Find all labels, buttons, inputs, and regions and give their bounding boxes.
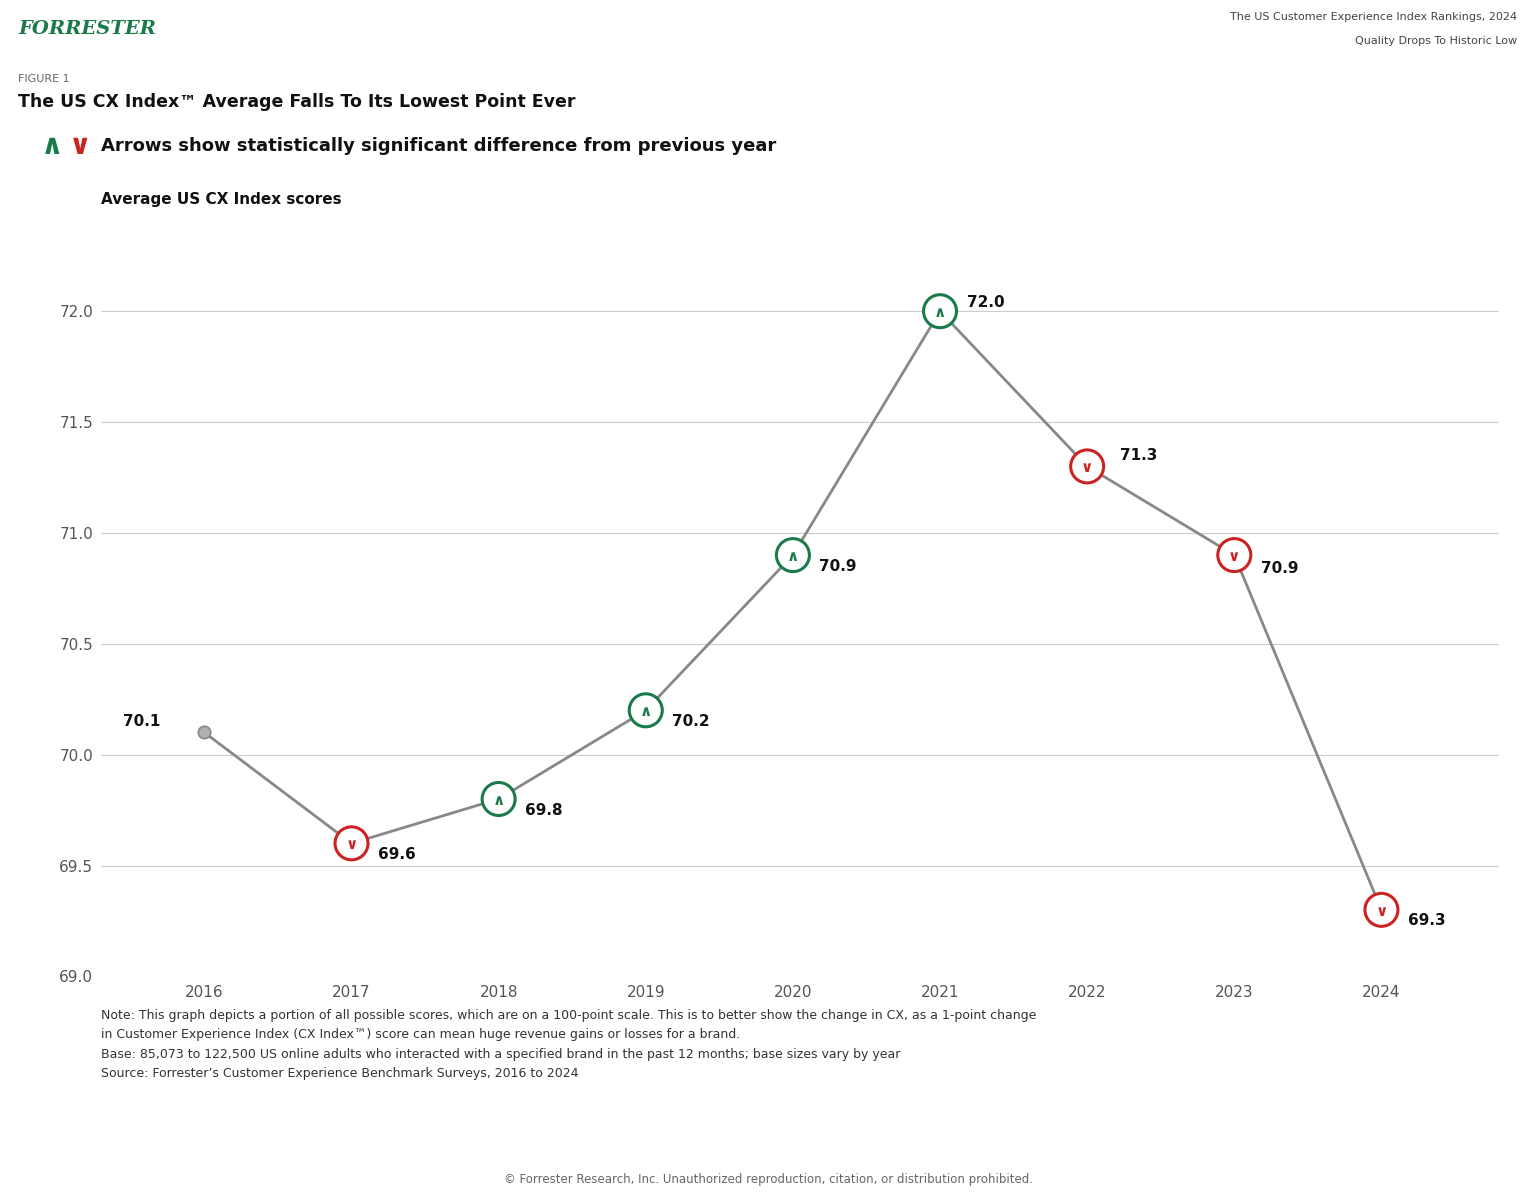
Text: 71.3: 71.3	[1120, 448, 1157, 462]
Ellipse shape	[923, 295, 957, 328]
Point	[928, 302, 952, 321]
Point	[633, 701, 657, 720]
Text: ∧: ∧	[41, 132, 63, 161]
Text: ∨: ∨	[346, 837, 358, 852]
Text: 70.9: 70.9	[1261, 561, 1298, 576]
Text: Note: This graph depicts a portion of all possible scores, which are on a 100-po: Note: This graph depicts a portion of al…	[101, 1009, 1037, 1081]
Ellipse shape	[1366, 894, 1398, 926]
Text: ∧: ∧	[786, 549, 799, 564]
Text: ∨: ∨	[1081, 460, 1094, 476]
Ellipse shape	[776, 539, 809, 571]
Text: © Forrester Research, Inc. Unauthorized reproduction, citation, or distribution : © Forrester Research, Inc. Unauthorized …	[504, 1173, 1032, 1186]
Ellipse shape	[335, 827, 369, 860]
Ellipse shape	[1071, 450, 1104, 483]
Text: 69.8: 69.8	[525, 803, 562, 817]
Text: The US CX Index™ Average Falls To Its Lowest Point Ever: The US CX Index™ Average Falls To Its Lo…	[18, 93, 576, 111]
Point	[1369, 900, 1393, 919]
Point	[192, 722, 217, 742]
Text: ∧: ∧	[639, 704, 651, 719]
Text: Quality Drops To Historic Low: Quality Drops To Historic Low	[1355, 36, 1518, 47]
Text: 70.1: 70.1	[123, 714, 160, 728]
Text: 69.3: 69.3	[1409, 913, 1445, 928]
Text: The US Customer Experience Index Rankings, 2024: The US Customer Experience Index Ranking…	[1230, 12, 1518, 23]
Text: ∨: ∨	[1375, 903, 1387, 919]
Text: Arrows show statistically significant difference from previous year: Arrows show statistically significant di…	[101, 137, 777, 156]
Text: FORRESTER: FORRESTER	[18, 19, 157, 38]
Ellipse shape	[482, 782, 515, 816]
Ellipse shape	[1218, 539, 1250, 571]
Text: ∨: ∨	[1229, 549, 1241, 564]
Text: FIGURE 1: FIGURE 1	[18, 74, 71, 84]
Text: 69.6: 69.6	[378, 847, 416, 861]
Text: ∨: ∨	[69, 132, 91, 161]
Text: 70.9: 70.9	[819, 558, 857, 574]
Text: Average US CX Index scores: Average US CX Index scores	[101, 192, 343, 207]
Ellipse shape	[630, 694, 662, 727]
Text: ∧: ∧	[493, 793, 505, 807]
Point	[487, 789, 511, 809]
Point	[1075, 456, 1100, 476]
Text: 72.0: 72.0	[966, 295, 1005, 310]
Point	[1223, 545, 1247, 564]
Text: 70.2: 70.2	[673, 714, 710, 728]
Point	[339, 834, 364, 853]
Text: ∧: ∧	[934, 305, 946, 320]
Point	[780, 545, 805, 564]
